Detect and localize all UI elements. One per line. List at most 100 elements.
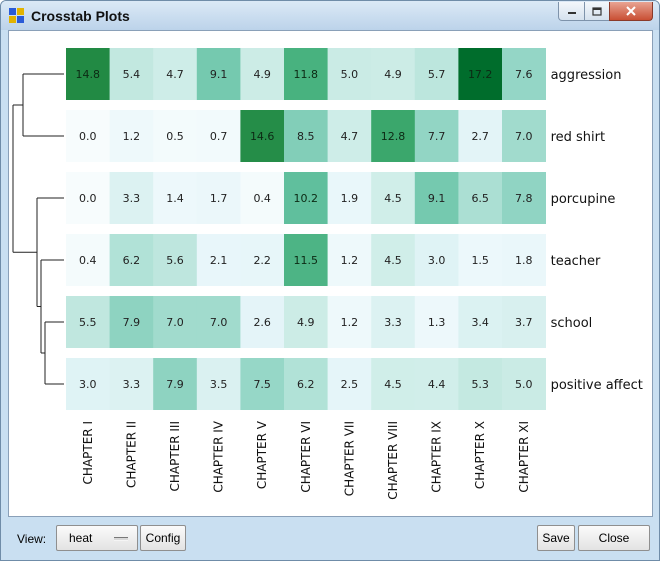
heatmap-cell <box>196 358 241 410</box>
heatmap-cell <box>66 172 110 224</box>
cell-value-label: 4.7 <box>341 130 359 143</box>
heatmap-cell <box>240 48 285 100</box>
cell-value-label: 4.9 <box>253 68 271 81</box>
row-label: positive affect <box>551 378 643 393</box>
column-label: CHAPTER V <box>255 420 269 489</box>
heatmap-cell <box>414 234 459 286</box>
cell-value-label: 6.2 <box>123 254 141 267</box>
heatmap-cell <box>371 48 416 100</box>
cell-value-label: 1.2 <box>341 254 359 267</box>
dropdown-arrow-icon <box>114 537 128 541</box>
heatmap-cell <box>414 296 459 348</box>
cell-value-label: 5.0 <box>515 378 533 391</box>
heatmap-cell <box>66 110 110 162</box>
heatmap-cell <box>66 296 110 348</box>
cell-value-label: 4.7 <box>166 68 184 81</box>
view-label: View: <box>17 532 47 546</box>
cell-value-label: 7.0 <box>515 130 533 143</box>
cell-value-label: 3.3 <box>123 378 141 391</box>
cell-value-label: 7.9 <box>166 378 184 391</box>
save-button[interactable]: Save <box>537 525 575 551</box>
cell-value-label: 8.5 <box>297 130 315 143</box>
heatmap-cell <box>458 110 503 162</box>
column-label: CHAPTER X <box>473 421 487 489</box>
plot-area: 14.8 5.4 4.7 9.1 4.9 11.8 5.0 4.9 5.7 17.2 7.6 aggr… <box>8 30 653 517</box>
heatmap-cell <box>327 48 372 100</box>
title-bar[interactable]: Crosstab Plots <box>1 1 659 30</box>
cell-value-label: 5.4 <box>123 68 141 81</box>
column-label: CHAPTER II <box>124 421 138 488</box>
heatmap-cell <box>414 110 459 162</box>
heatmap-cell <box>371 296 416 348</box>
heatmap-cell <box>109 234 154 286</box>
cell-value-label: 0.7 <box>210 130 228 143</box>
cell-value-label: 1.7 <box>210 192 228 205</box>
column-label: CHAPTER VI <box>299 421 313 493</box>
heatmap-cell <box>240 110 285 162</box>
cell-value-label: 5.7 <box>428 68 446 81</box>
heatmap-cell <box>196 172 241 224</box>
cell-value-label: 3.3 <box>384 316 402 329</box>
heatmap-cell <box>240 296 285 348</box>
cell-value-label: 7.0 <box>210 316 228 329</box>
heatmap-cell <box>327 172 372 224</box>
heatmap-cell <box>502 358 546 410</box>
config-button[interactable]: Config <box>140 525 186 551</box>
heatmap-cell <box>240 172 285 224</box>
cell-value-label: 11.8 <box>294 68 319 81</box>
cell-value-label: 2.6 <box>253 316 271 329</box>
minimize-button[interactable] <box>558 2 585 21</box>
heatmap-cell <box>153 172 198 224</box>
cell-value-label: 3.7 <box>515 316 533 329</box>
column-label: CHAPTER XI <box>517 421 531 493</box>
cell-value-label: 5.5 <box>79 316 97 329</box>
cell-value-label: 7.5 <box>253 378 271 391</box>
cell-value-label: 4.5 <box>384 254 402 267</box>
cell-value-label: 14.6 <box>250 130 275 143</box>
heatmap-cell <box>109 358 154 410</box>
heatmap-cell <box>327 234 372 286</box>
close-icon <box>626 6 636 16</box>
cell-value-label: 12.8 <box>381 130 406 143</box>
view-select[interactable]: heat <box>56 525 138 551</box>
heatmap-cell <box>109 296 154 348</box>
heatmap-chart: 14.8 5.4 4.7 9.1 4.9 11.8 5.0 4.9 5.7 17.2 7.6 aggr… <box>12 48 643 500</box>
cell-value-label: 7.7 <box>428 130 446 143</box>
close-button[interactable]: Close <box>578 525 650 551</box>
window-title: Crosstab Plots <box>31 8 130 24</box>
close-window-button[interactable] <box>609 2 653 21</box>
maximize-button[interactable] <box>584 2 610 21</box>
view-select-value: heat <box>69 531 93 545</box>
row-label: red shirt <box>551 130 606 145</box>
cell-value-label: 6.2 <box>297 378 315 391</box>
cell-value-label: 2.1 <box>210 254 228 267</box>
cell-value-label: 1.9 <box>341 192 359 205</box>
cell-value-label: 1.5 <box>471 254 489 267</box>
cell-value-label: 3.0 <box>428 254 446 267</box>
cell-value-label: 7.9 <box>123 316 141 329</box>
cell-value-label: 4.9 <box>384 68 402 81</box>
heatmap-cell <box>458 296 503 348</box>
heatmap-cell <box>240 358 285 410</box>
heatmap-cell <box>327 358 372 410</box>
cell-value-label: 0.4 <box>79 254 97 267</box>
heatmap-cell <box>284 48 328 100</box>
cell-value-label: 5.3 <box>471 378 489 391</box>
row-label: porcupine <box>551 192 616 207</box>
cell-value-label: 9.1 <box>210 68 228 81</box>
heatmap-cell <box>371 110 416 162</box>
column-label: CHAPTER IV <box>212 420 226 492</box>
cell-value-label: 14.8 <box>76 68 101 81</box>
heatmap-cell <box>109 48 154 100</box>
heatmap-cell <box>153 358 198 410</box>
heatmap-cell <box>153 296 198 348</box>
heatmap-cell <box>196 48 241 100</box>
heatmap-cell <box>458 48 503 100</box>
cell-value-label: 0.0 <box>79 192 97 205</box>
cell-value-label: 7.6 <box>515 68 533 81</box>
column-label: CHAPTER I <box>81 421 95 484</box>
cell-value-label: 4.4 <box>428 378 446 391</box>
cell-value-label: 7.0 <box>166 316 184 329</box>
maximize-icon <box>592 6 602 16</box>
cell-value-label: 5.6 <box>166 254 184 267</box>
